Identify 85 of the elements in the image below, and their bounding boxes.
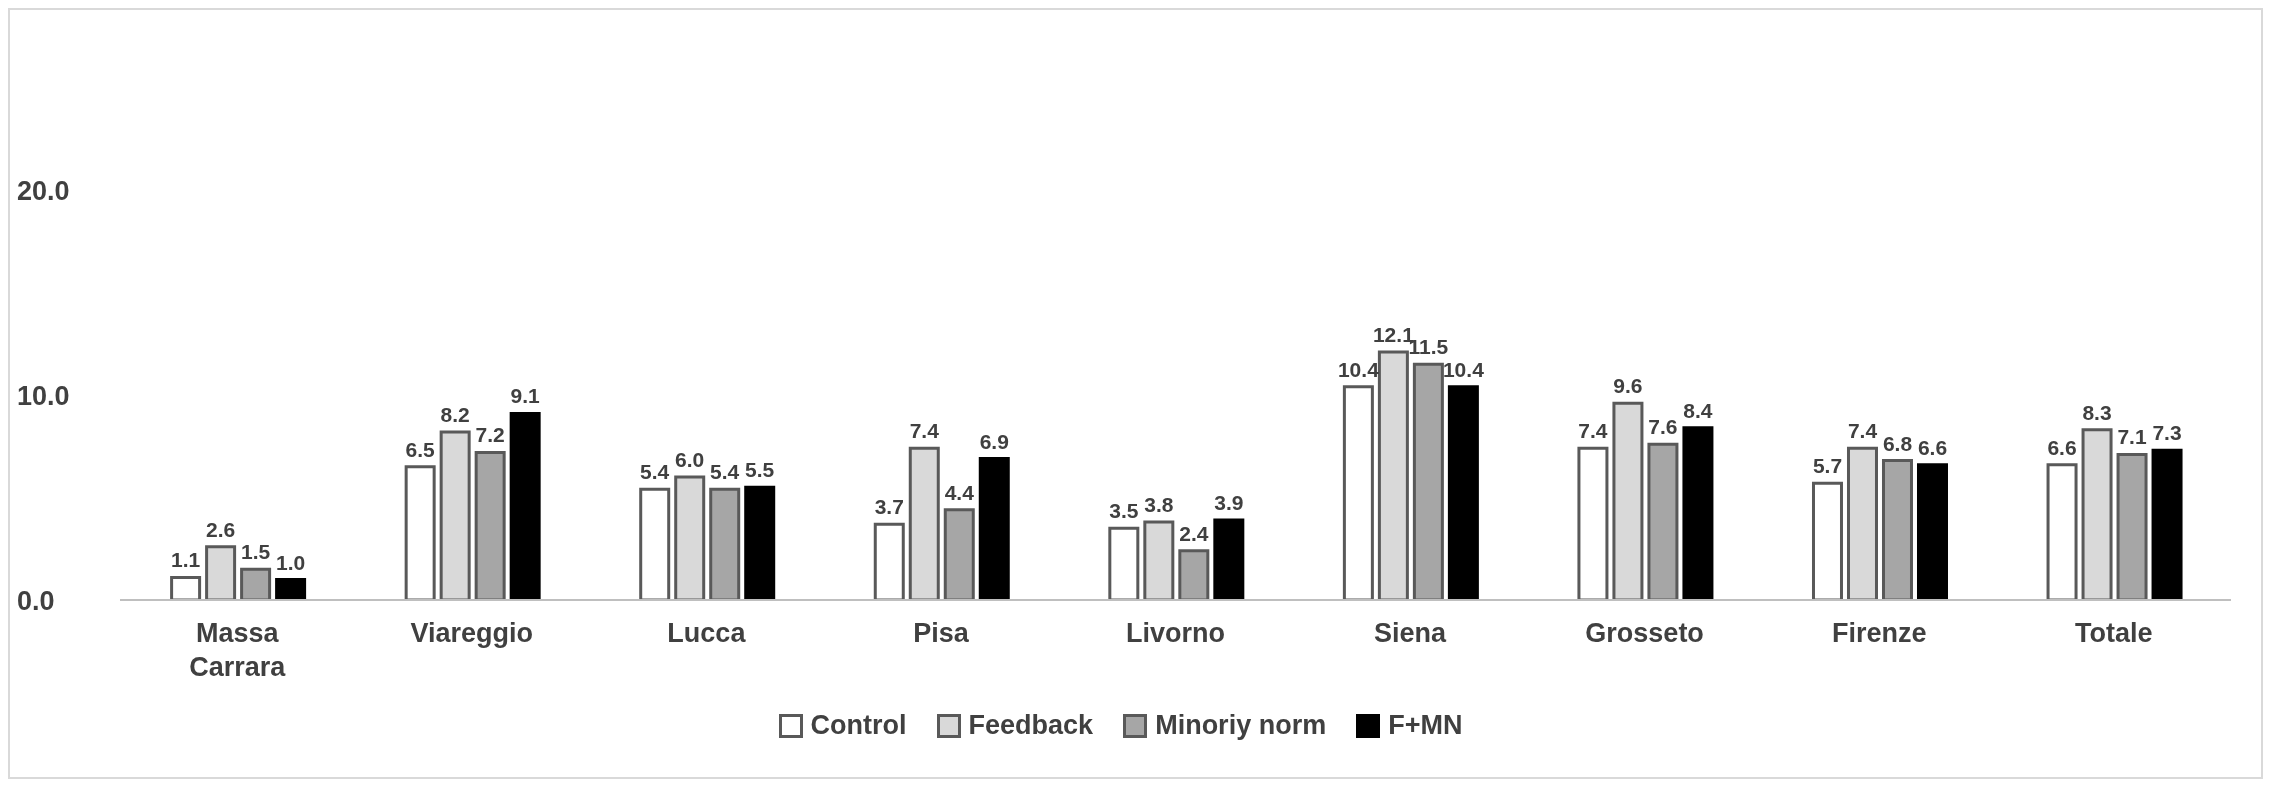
bar	[709, 487, 741, 600]
bar	[275, 578, 307, 600]
data-label: 8.3	[2082, 400, 2112, 424]
data-label: 7.4	[909, 419, 940, 443]
bar	[1412, 362, 1444, 600]
data-label: 5.4	[640, 460, 670, 484]
bar	[873, 522, 905, 600]
data-label: 1.0	[276, 550, 306, 574]
data-label: 9.1	[510, 384, 541, 408]
bar	[1916, 463, 1948, 600]
data-label: 6.0	[675, 448, 705, 471]
x-tick-label: Viareggio	[410, 618, 534, 648]
bar	[1846, 446, 1878, 600]
bar	[1108, 526, 1140, 600]
y-tick-label: 0.0	[17, 585, 55, 616]
data-label: 2.4	[1179, 521, 1209, 545]
data-label: 1.1	[171, 548, 201, 572]
bar	[439, 430, 471, 600]
data-label: 8.4	[1683, 398, 1713, 422]
data-label: 7.2	[475, 423, 505, 447]
data-label: 6.9	[979, 429, 1009, 453]
data-label: 5.5	[745, 458, 775, 482]
bar	[978, 457, 1010, 600]
y-tick-label: 10.0	[17, 380, 70, 411]
data-label: 7.1	[2117, 425, 2147, 449]
data-label: 1.5	[241, 540, 271, 564]
x-tick-label: Siena	[1374, 618, 1448, 648]
data-label: 6.6	[1917, 435, 1948, 459]
data-label: 5.4	[710, 460, 740, 484]
x-tick-label: Massa Carrara	[189, 618, 287, 682]
bar	[1213, 518, 1245, 600]
data-label: 7.3	[2152, 421, 2182, 445]
bar	[1447, 385, 1479, 600]
bar	[908, 446, 940, 600]
data-label: 6.8	[1882, 431, 1913, 455]
data-label: 6.5	[405, 437, 436, 461]
bar	[1612, 401, 1644, 600]
data-label: 9.6	[1613, 374, 1643, 398]
data-label: 10.4	[1442, 357, 1485, 381]
legend-label: F+MN	[1387, 710, 1463, 741]
bar	[474, 450, 506, 600]
data-label: 3.7	[874, 495, 904, 519]
bar	[744, 485, 776, 600]
data-label: 2.6	[206, 517, 236, 541]
data-label: 8.2	[440, 402, 470, 426]
data-label: 3.9	[1214, 491, 1244, 515]
bar	[240, 567, 272, 600]
data-label: 4.4	[944, 480, 975, 504]
bar	[2046, 463, 2078, 600]
bar	[170, 575, 202, 600]
bar	[639, 487, 671, 600]
data-label: 3.8	[1144, 493, 1174, 517]
bar	[404, 465, 436, 600]
x-tick-label: Lucca	[667, 618, 747, 648]
x-tick-label: Totale	[2074, 618, 2153, 648]
bar	[1811, 481, 1843, 600]
y-tick-label: 20.0	[17, 175, 70, 206]
x-tick-label: Pisa	[913, 618, 970, 648]
data-label: 3.5	[1109, 499, 1139, 523]
bar	[1577, 446, 1609, 600]
bar	[1881, 459, 1913, 600]
data-label: 7.4	[1578, 419, 1608, 443]
bar	[2116, 452, 2148, 600]
bar	[509, 411, 541, 600]
bar	[1682, 426, 1714, 600]
legend-label: Control	[809, 710, 907, 741]
x-tick-label: Firenze	[1831, 618, 1927, 648]
bar	[2081, 428, 2113, 600]
data-label: 7.4	[1847, 419, 1878, 443]
data-label: 5.7	[1812, 454, 1843, 478]
bar	[943, 508, 975, 600]
data-label: 6.6	[2047, 435, 2077, 459]
x-tick-label: Grosseto	[1585, 618, 1704, 648]
bar	[205, 545, 237, 600]
bar	[1143, 520, 1175, 600]
bar	[1178, 549, 1210, 600]
x-tick-label: Livorno	[1126, 618, 1225, 648]
legend-label: Minoriy norm	[1154, 710, 1327, 741]
bar	[674, 475, 706, 600]
bar	[2151, 448, 2183, 600]
bar	[1342, 385, 1374, 600]
bar	[1647, 442, 1679, 600]
bar	[1377, 350, 1409, 600]
legend-label: Feedback	[967, 710, 1094, 741]
data-label: 7.6	[1648, 415, 1678, 439]
